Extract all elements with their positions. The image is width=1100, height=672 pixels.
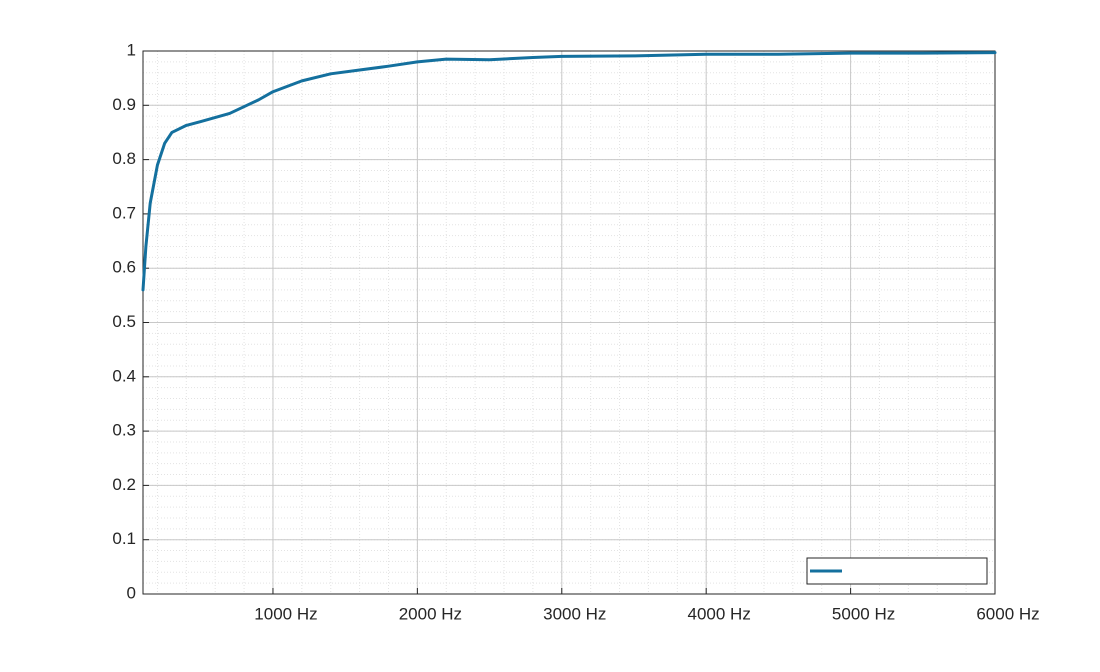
x-tick-label: 2000 Hz (399, 604, 462, 623)
tick-labels: 0 0.1 0.2 0.3 0.4 0.5 0.6 0.7 0.8 0.9 1 1000 Hz 2000… (112, 40, 1039, 623)
y-tick-label: 0.6 (112, 258, 136, 277)
major-grid (142, 50, 996, 595)
y-tick-label: 0.8 (112, 149, 136, 168)
y-tick-label: 0 (127, 583, 136, 602)
x-tick-label: 4000 Hz (688, 604, 751, 623)
legend (806, 557, 988, 585)
y-tick-label: 0.9 (112, 95, 136, 114)
x-tick-label: 5000 Hz (832, 604, 895, 623)
y-tick-label: 0.1 (112, 529, 136, 548)
x-tick-label: 1000 Hz (254, 604, 317, 623)
x-tick-label: 6000 Hz (976, 604, 1039, 623)
axes-box (142, 50, 996, 595)
y-tick-label: 0.3 (112, 421, 136, 440)
x-tick-label: 3000 Hz (543, 604, 606, 623)
y-tick-label: 0.7 (112, 203, 136, 222)
data-line (141, 51, 997, 292)
y-tick-label: 0.4 (112, 366, 136, 385)
plot-area (141, 51, 997, 585)
y-tick-label: 0.2 (112, 475, 136, 494)
y-tick-label: 0.5 (112, 312, 136, 331)
y-tick-label: 1 (127, 40, 136, 59)
